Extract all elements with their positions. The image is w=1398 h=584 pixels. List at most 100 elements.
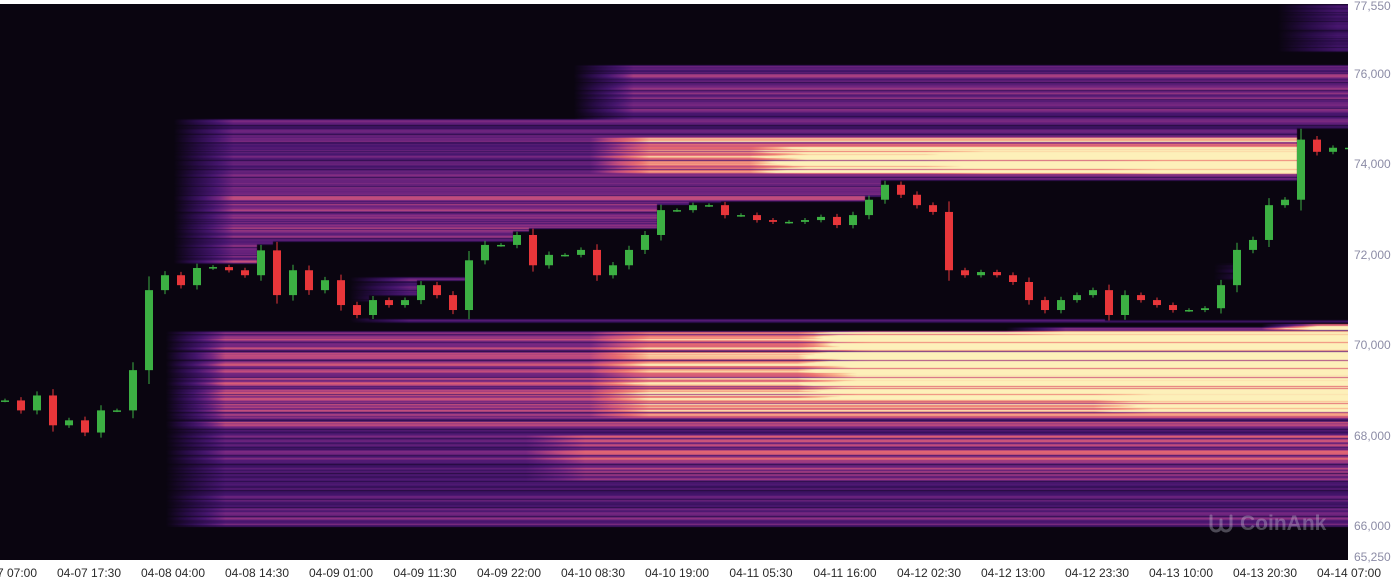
candle-body (33, 395, 41, 411)
candle-body (65, 420, 73, 426)
candle (49, 389, 57, 432)
candle (609, 261, 617, 279)
candle-body (929, 205, 937, 212)
candle (97, 405, 105, 438)
candle-body (1329, 147, 1337, 152)
candle-body (481, 244, 489, 261)
candle-body (1313, 139, 1321, 152)
candle (129, 362, 137, 419)
candle (881, 180, 889, 204)
candle-body (273, 250, 281, 296)
candle (481, 240, 489, 265)
candle-body (801, 220, 809, 222)
candle (433, 281, 441, 299)
candle-body (337, 280, 345, 306)
candle (801, 217, 809, 224)
candle-body (497, 244, 505, 247)
candle-body (561, 254, 569, 257)
candle (209, 265, 217, 270)
candle-body (17, 400, 25, 411)
candle (913, 191, 921, 209)
x-tick-label: 04-12 02:30 (896, 566, 962, 580)
candle-body (177, 275, 185, 286)
candle (993, 269, 1001, 278)
candle (1281, 197, 1289, 208)
candle-body (97, 410, 105, 433)
candle-body (721, 205, 729, 216)
candle (33, 391, 41, 415)
x-tick-label: 04-14 07:00 (1316, 566, 1382, 580)
liquidation-heatmap-plot[interactable] (0, 4, 1348, 560)
x-tick-label: 04-13 10:00 (1148, 566, 1214, 580)
x-tick-label: 04-11 16:00 (813, 566, 877, 580)
candle (1105, 284, 1113, 321)
candle (1073, 292, 1081, 303)
candle-body (609, 265, 617, 276)
x-tick-label: 04-10 08:30 (560, 566, 626, 580)
candle (1345, 147, 1348, 150)
candle (225, 264, 233, 273)
candle-body (737, 215, 745, 217)
x-tick-label: 04-07 07:00 (0, 566, 38, 580)
candle-body (1297, 139, 1305, 200)
candle (1265, 198, 1273, 247)
candle-body (1057, 300, 1065, 311)
candle-body (161, 275, 169, 291)
candle-body (81, 420, 89, 433)
candle (465, 251, 473, 320)
y-tick-label: 70,000 (1354, 338, 1391, 353)
watermark-text: CoinAnk (1240, 512, 1327, 535)
candle (1041, 296, 1049, 314)
candle (785, 220, 793, 224)
candle-body (1281, 199, 1289, 206)
candle (705, 203, 713, 207)
candle (513, 231, 521, 249)
x-tick-label: 04-09 11:30 (393, 566, 457, 580)
candle (577, 247, 585, 258)
candle (977, 269, 985, 278)
candle (817, 214, 825, 223)
candle-body (417, 285, 425, 301)
candle-body (689, 205, 697, 211)
candle (177, 271, 185, 289)
candle (753, 212, 761, 223)
candle (929, 202, 937, 215)
x-tick-label: 04-10 19:00 (644, 566, 710, 580)
candle-body (913, 194, 921, 206)
x-tick-label: 04-12 13:00 (980, 566, 1046, 580)
candle (1057, 296, 1065, 314)
candle-body (673, 210, 681, 212)
candle-body (849, 215, 857, 226)
candle (897, 181, 905, 199)
candle (1, 398, 9, 403)
candle (945, 201, 953, 281)
candle-body (369, 300, 377, 315)
candle-body (753, 215, 761, 221)
candle-body (513, 234, 521, 245)
candle (1137, 292, 1145, 303)
x-tick-label: 04-11 05:30 (729, 566, 793, 580)
candle-body (1137, 295, 1145, 301)
candle (257, 244, 265, 281)
candle-body (545, 254, 553, 266)
candle (497, 243, 505, 247)
candle-body (865, 199, 873, 216)
candle-body (1169, 305, 1177, 311)
candle (1185, 308, 1193, 312)
candle-body (945, 211, 953, 271)
candle-body (817, 216, 825, 221)
x-tick-label: 04-08 14:30 (224, 566, 290, 580)
candle (1089, 287, 1097, 298)
candle-body (769, 220, 777, 222)
candle-body (465, 260, 473, 311)
candle (401, 297, 409, 308)
candle-body (785, 221, 793, 224)
candle-body (641, 234, 649, 250)
candle-body (305, 270, 313, 291)
candle (145, 276, 153, 384)
candle-body (1345, 147, 1348, 150)
candle-body (433, 285, 441, 296)
candle (1153, 297, 1161, 308)
candle-body (1265, 205, 1273, 240)
candle-body (577, 249, 585, 255)
